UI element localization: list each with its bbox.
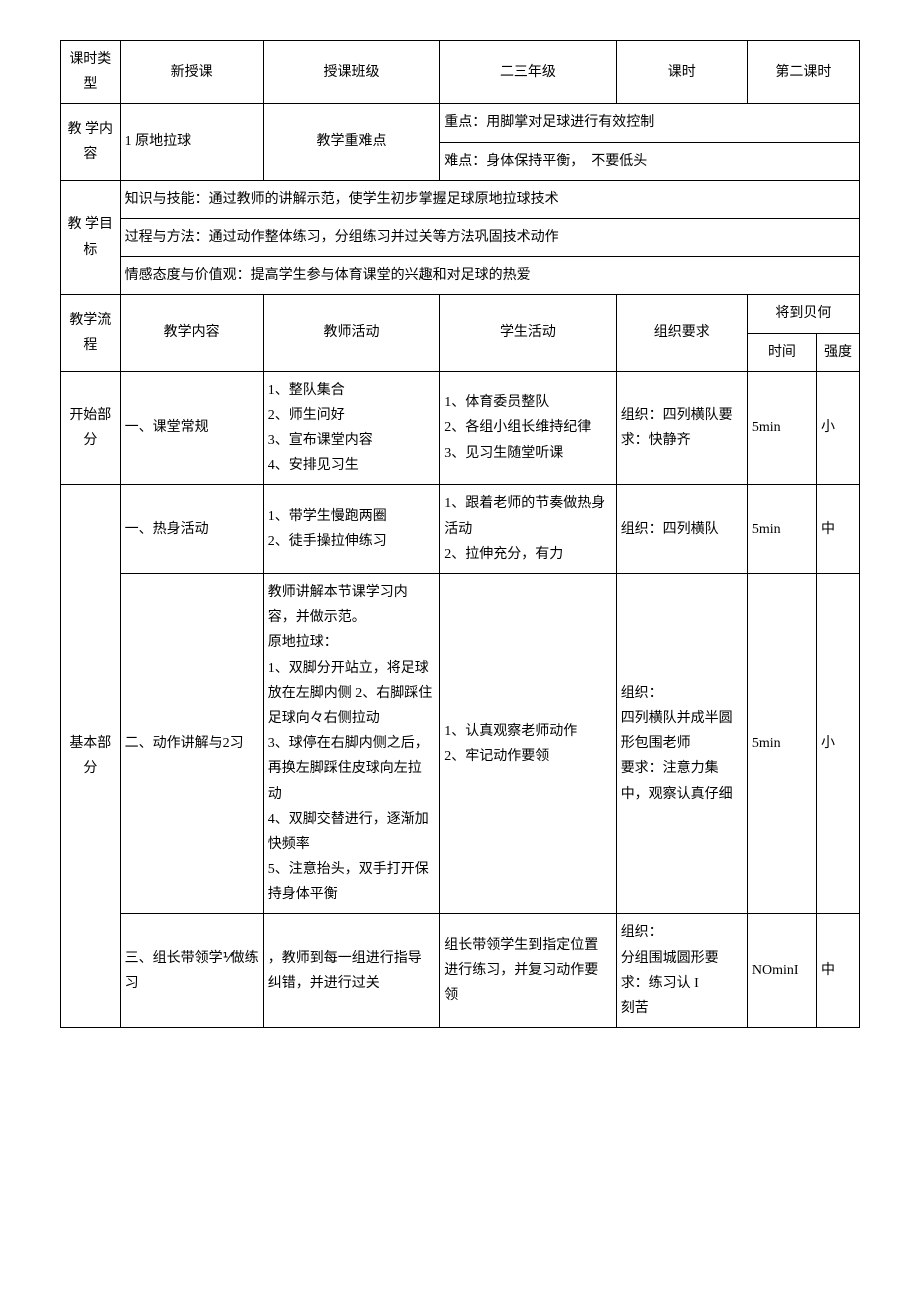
flow-col-1: 教学流程 [61, 295, 121, 371]
basic-label: 基本部分 [61, 485, 121, 1028]
objective-process: 过程与方法：通过动作整体练习，分组练习并过关等方法巩固技术动作 [120, 218, 859, 256]
flow-col-6: 将到贝何 [747, 295, 859, 333]
start-time: 5min [747, 371, 816, 485]
objective-knowledge: 知识与技能：通过教师的讲解示范，使学生初步掌握足球原地拉球技术 [120, 180, 859, 218]
difficulty: 难点：身体保持平衡， 不要低头 [440, 142, 860, 180]
basic-r3-teacher: ，教师到每一组进行指导纠错，并进行过关 [263, 914, 439, 1028]
objective-attitude: 情感态度与价值观：提高学生参与体育课堂的兴趣和对足球的热爱 [120, 257, 859, 295]
basic-r1-student: 1、跟着老师的节奏做热身活动2、拉伸充分，有力 [440, 485, 616, 574]
basic-r2-student: 1、认真观察老师动作2、牢记动作要领 [440, 574, 616, 914]
basic-r1-intensity: 中 [817, 485, 860, 574]
class-value: 二三年级 [440, 41, 616, 104]
basic-r3-student: 组长带领学生到指定位置进行练习，并复习动作要领 [440, 914, 616, 1028]
objectives-row-2: 过程与方法：通过动作整体练习，分组练习并过关等方法巩固技术动作 [61, 218, 860, 256]
basic-r1-time: 5min [747, 485, 816, 574]
basic-r3-org: 组织：分组围城圆形要求：练习认 I刻苦 [616, 914, 747, 1028]
basic-r1-content: 一、热身活动 [120, 485, 263, 574]
basic-r3-intensity: 中 [817, 914, 860, 1028]
basic-row-3: 三、组长带领学⅟做练习 ，教师到每一组进行指导纠错，并进行过关 组长带领学生到指… [61, 914, 860, 1028]
start-intensity: 小 [817, 371, 860, 485]
teaching-content-value: 1 原地拉球 [120, 104, 263, 180]
basic-r2-teacher: 教师讲解本节课学习内容，并做示范。原地拉球：1、双脚分开站立，将足球放在左脚内侧… [263, 574, 439, 914]
flow-col-5: 组织要求 [616, 295, 747, 371]
basic-r2-content: 二、动作讲解与2习 [120, 574, 263, 914]
basic-r2-org: 组织：四列横队并成半圆形包围老师要求：注意力集中，观察认真仔细 [616, 574, 747, 914]
flow-col-2: 教学内容 [120, 295, 263, 371]
header-row-2: 教 学内容 1 原地拉球 教学重难点 重点：用脚掌对足球进行有效控制 [61, 104, 860, 142]
objectives-row-3: 情感态度与价值观：提高学生参与体育课堂的兴趣和对足球的热爱 [61, 257, 860, 295]
basic-r3-content: 三、组长带领学⅟做练习 [120, 914, 263, 1028]
key-point: 重点：用脚掌对足球进行有效控制 [440, 104, 860, 142]
start-content: 一、课堂常规 [120, 371, 263, 485]
flow-col-time: 时间 [747, 333, 816, 371]
start-student: 1、体育委员整队2、各组小组长维持纪律3、见习生随堂听课 [440, 371, 616, 485]
basic-row-1: 基本部分 一、热身活动 1、带学生慢跑两圈2、徒手操拉伸练习 1、跟着老师的节奏… [61, 485, 860, 574]
start-teacher: 1、整队集合2、师生问好3、宣布课堂内容4、安排见习生 [263, 371, 439, 485]
flow-col-4: 学生活动 [440, 295, 616, 371]
basic-r1-teacher: 1、带学生慢跑两圈2、徒手操拉伸练习 [263, 485, 439, 574]
header-row-1: 课时类型 新授课 授课班级 二三年级 课时 第二课时 [61, 41, 860, 104]
basic-r3-time: NOminI [747, 914, 816, 1028]
key-diff-label: 教学重难点 [263, 104, 439, 180]
flow-col-3: 教师活动 [263, 295, 439, 371]
lesson-type-label: 课时类型 [61, 41, 121, 104]
basic-r2-intensity: 小 [817, 574, 860, 914]
basic-r1-org: 组织：四列横队 [616, 485, 747, 574]
lesson-plan-table: 课时类型 新授课 授课班级 二三年级 课时 第二课时 教 学内容 1 原地拉球 … [60, 40, 860, 1028]
start-label: 开始部分 [61, 371, 121, 485]
objectives-row-1: 教 学目标 知识与技能：通过教师的讲解示范，使学生初步掌握足球原地拉球技术 [61, 180, 860, 218]
objectives-label: 教 学目标 [61, 180, 121, 295]
basic-r2-time: 5min [747, 574, 816, 914]
period-label: 课时 [616, 41, 747, 104]
teaching-content-label: 教 学内容 [61, 104, 121, 180]
period-value: 第二课时 [747, 41, 859, 104]
start-org: 组织：四列横队要求：快静齐 [616, 371, 747, 485]
flow-header-row-1: 教学流程 教学内容 教师活动 学生活动 组织要求 将到贝何 [61, 295, 860, 333]
flow-col-intensity: 强度 [817, 333, 860, 371]
start-section-row: 开始部分 一、课堂常规 1、整队集合2、师生问好3、宣布课堂内容4、安排见习生 … [61, 371, 860, 485]
class-label: 授课班级 [263, 41, 439, 104]
lesson-type-value: 新授课 [120, 41, 263, 104]
basic-row-2: 二、动作讲解与2习 教师讲解本节课学习内容，并做示范。原地拉球：1、双脚分开站立… [61, 574, 860, 914]
